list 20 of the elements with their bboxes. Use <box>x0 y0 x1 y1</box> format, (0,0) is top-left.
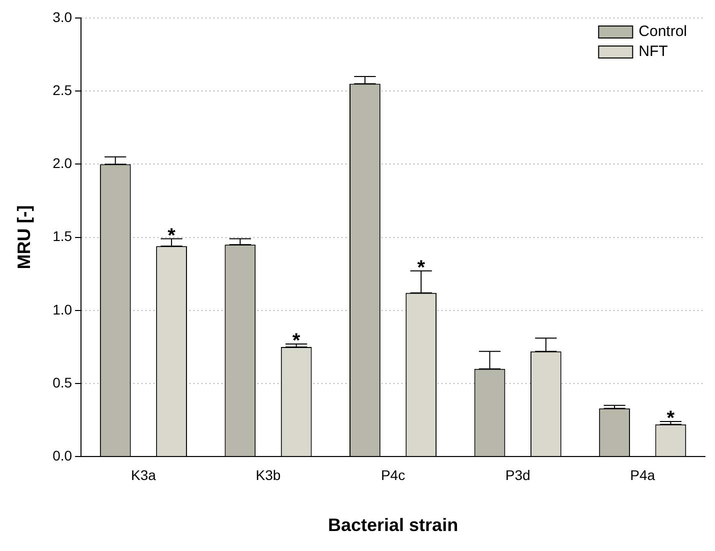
y-tick-label: 0.0 <box>52 447 72 464</box>
x-tick-label: K3b <box>256 466 281 483</box>
data-label: * <box>666 408 675 430</box>
x-axis-title: Bacterial strain <box>328 515 458 536</box>
legend-label: Control <box>638 23 688 40</box>
data-label: * <box>417 256 426 279</box>
data-label: * <box>168 224 176 247</box>
y-tick-label: 3.0 <box>52 8 72 25</box>
x-tick-label: K3a <box>130 466 156 483</box>
y-tick-label: 1.0 <box>52 301 72 318</box>
y-tick-label: 2.5 <box>52 82 72 98</box>
y-axis-title: MRU [-] <box>14 205 34 270</box>
y-tick-label: 2.0 <box>52 155 72 172</box>
x-tick-label: P3d <box>505 466 530 483</box>
legend-label: NFT <box>638 43 668 60</box>
x-tick-label: P4a <box>630 466 656 483</box>
y-tick-label: 1.5 <box>52 228 72 244</box>
x-tick-label: P4c <box>380 466 406 483</box>
y-tick-label: 0.5 <box>52 374 72 390</box>
data-label: * <box>292 330 300 352</box>
